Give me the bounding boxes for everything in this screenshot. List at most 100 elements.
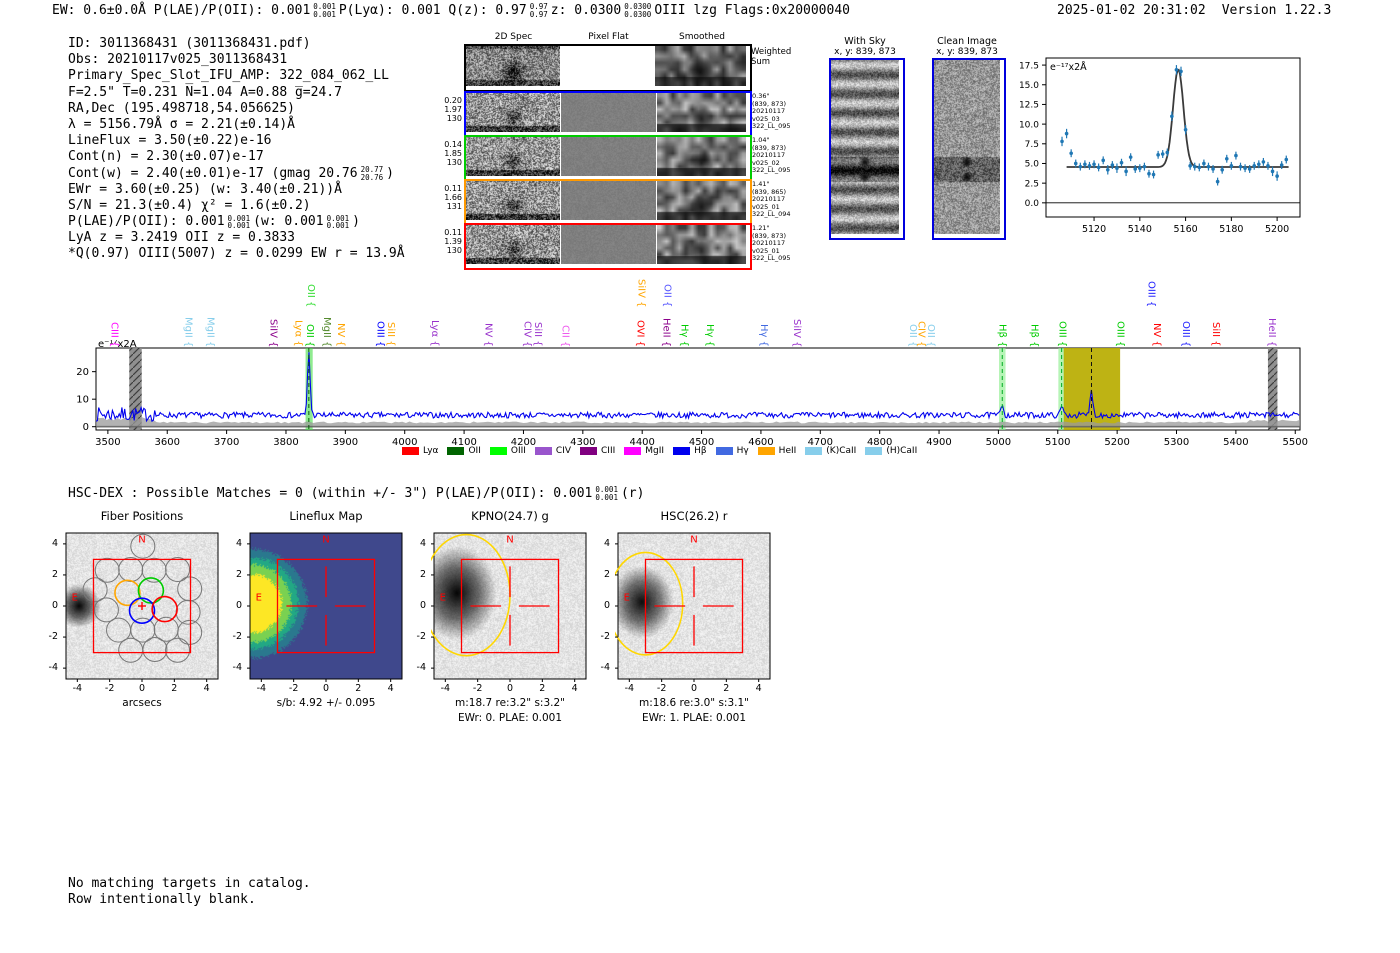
clean-image xyxy=(932,58,1006,240)
info-line: P(LAE)/P(OII): 0.001 0.001 0.001 (w: 0.001… xyxy=(68,214,405,230)
line-label-text: MgII { xyxy=(182,316,194,347)
line-label-text: SiIV { xyxy=(267,318,279,347)
row-right-meta-line: (839, 873) xyxy=(752,143,787,152)
header-stacked-value: 0.001 0.001 xyxy=(313,2,336,19)
row-right-meta-line: 20210117 xyxy=(752,107,786,116)
fit-data-point xyxy=(1275,174,1279,178)
info-line: Obs: 20210117v025_3011368431 xyxy=(68,52,405,68)
panel-image-lineflux xyxy=(250,533,402,679)
fiber-circle xyxy=(165,557,191,582)
fit-data-point xyxy=(1238,164,1243,169)
line-label-mgii: MgII { xyxy=(181,253,195,347)
line-label-oii: OII { xyxy=(905,253,919,347)
legend-label: Lyα xyxy=(423,446,439,456)
panel-xlabel: arcsecs xyxy=(122,697,162,709)
panel-ytick: -4 xyxy=(232,662,242,674)
fiber-circle xyxy=(177,619,203,645)
line-label-text: OII { xyxy=(304,283,316,307)
panel-overlay-hsc: NE xyxy=(615,532,771,682)
fiber-circle xyxy=(93,597,119,623)
cutout-row-3 xyxy=(464,223,752,270)
info-line: Cont(w) = 2.40(±0.01)e-17 (gmag 20.76 20.… xyxy=(68,166,405,182)
highlight-band xyxy=(999,348,1006,430)
row-right-meta: 0.36" (839, 873) 20210117 v025_03 322_LL_095 xyxy=(752,92,802,131)
spectrum-xtick: 4600 xyxy=(748,437,773,448)
row-left-stat: 130 xyxy=(446,158,462,167)
panel-title-hsc: HSC(26.2) r xyxy=(660,509,728,523)
selected-fiber-circle xyxy=(151,595,178,623)
fit-data-point xyxy=(1133,167,1138,171)
fit-data-point xyxy=(1174,68,1179,72)
fit-data-point xyxy=(1060,139,1064,144)
line-label-text: Hβ { xyxy=(1028,323,1040,347)
cutout-row-0 xyxy=(464,91,752,138)
panel-title-lineflux: Lineflux Map xyxy=(289,509,363,523)
fit-data-point xyxy=(1147,171,1151,176)
footer-line: No matching targets in catalog. xyxy=(68,876,311,891)
fit-data-point xyxy=(1064,131,1069,136)
fit-data-point xyxy=(1115,166,1119,170)
row-right-meta: 1.41" (839, 865) 20210117 v025_01 322_LL_094 xyxy=(752,180,802,219)
with-sky-image xyxy=(829,58,905,240)
line-label-text: HeII { xyxy=(660,317,672,347)
fiber-circle xyxy=(130,533,156,559)
weighted-smoothed-image xyxy=(655,46,746,86)
spectrum-xtick: 4900 xyxy=(926,437,951,448)
spectrum-xtick: 4800 xyxy=(867,437,892,448)
spectrum-xtick: 5300 xyxy=(1164,437,1189,448)
fit-data-point xyxy=(1083,162,1087,167)
panel-xtick: 0 xyxy=(690,683,698,694)
line-label-oii: OII { xyxy=(303,213,317,307)
fit-data-point xyxy=(1170,114,1174,119)
row-right-meta-line: 0.36" xyxy=(752,92,770,100)
compass-east: E xyxy=(624,593,630,604)
spectrum-ytick: 10 xyxy=(76,395,89,406)
line-label-siii: SiII { xyxy=(1209,253,1223,347)
fiber-circle xyxy=(177,576,203,602)
fit-data-point xyxy=(1224,156,1229,161)
extraction-box xyxy=(92,558,192,654)
line-label-text: OII { xyxy=(304,323,316,347)
line-label-cii: CII { xyxy=(558,253,572,347)
line-label-text: OII { xyxy=(661,283,673,307)
weighted-2dspec-image xyxy=(466,46,560,86)
panel-overlay-kpno: NE xyxy=(431,532,587,682)
line-label-civ: CIV { xyxy=(914,253,928,347)
spectrum-xtick: 5400 xyxy=(1223,437,1248,448)
row-right-meta-line: 1.21" xyxy=(752,224,770,232)
legend-swatch xyxy=(489,447,507,455)
fit-data-point xyxy=(1092,162,1096,167)
fit-data-point xyxy=(1192,164,1197,169)
row-left-stat: 1.39 xyxy=(444,237,462,246)
fit-ytick: 12.5 xyxy=(1019,101,1039,111)
panel-xtick: 2 xyxy=(171,683,178,694)
panel-title-fiber: Fiber Positions xyxy=(100,509,184,523)
legend-item-oiii: OIII xyxy=(489,446,526,456)
row-right-meta-line: 1.04" xyxy=(752,136,770,144)
legend-label: (K)CaII xyxy=(826,446,857,456)
panel-xtick: 4 xyxy=(571,683,578,694)
row-2dspec-image xyxy=(466,93,560,132)
row-left-stats: 0.14 1.85 130 xyxy=(436,140,462,167)
legend-swatch xyxy=(757,447,775,455)
panel-overlay-lineflux: NE xyxy=(247,532,403,682)
spectrum-xtick: 4500 xyxy=(689,437,714,448)
panel-ytick: 0 xyxy=(235,600,242,611)
line-label-text: OII { xyxy=(906,323,918,347)
panel-xtick: 0 xyxy=(138,683,146,694)
panel-ytick: 2 xyxy=(419,568,426,580)
fiber-circle xyxy=(118,557,144,582)
panel-ytick: -4 xyxy=(48,662,58,674)
line-label-text: Hβ { xyxy=(996,323,1008,347)
legend-label: OIII xyxy=(510,446,526,456)
line-label-ovi: OVI { xyxy=(633,253,647,347)
panel-ytick: -4 xyxy=(600,662,610,674)
line-label-text: HeII { xyxy=(1266,317,1277,347)
panel-xtick: -2 xyxy=(288,683,299,694)
row-left-stat: 0.11 xyxy=(444,184,462,193)
fit-ylabel: e⁻¹⁷x2Å xyxy=(1050,61,1087,73)
line-label-text: OIII { xyxy=(1114,320,1126,347)
fiber-circle xyxy=(94,557,120,583)
line-label-text: OIII { xyxy=(374,320,386,347)
